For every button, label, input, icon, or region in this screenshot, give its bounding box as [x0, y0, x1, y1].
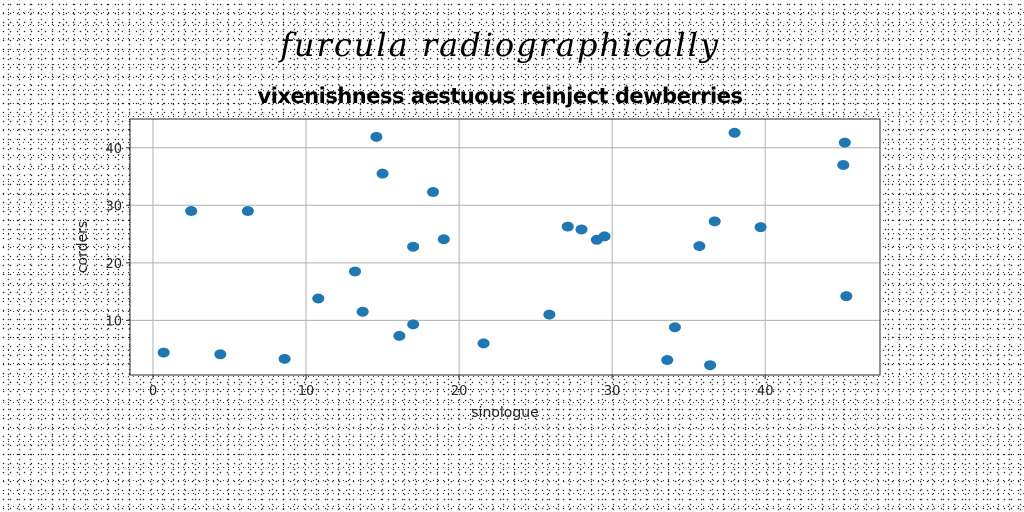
data-point — [477, 338, 490, 349]
data-point — [837, 160, 850, 171]
data-point — [561, 221, 574, 232]
data-point — [598, 231, 611, 242]
data-point — [214, 349, 227, 360]
data-point — [754, 222, 767, 233]
chart-title: furcula radiographically — [280, 26, 720, 64]
data-point — [840, 291, 853, 302]
x-tick-label: 10 — [298, 384, 315, 399]
y-tick-label: 40 — [105, 142, 122, 157]
axis-ticks: 0 10 20 30 40 10 20 30 40 — [105, 142, 773, 399]
chart-subtitle: vixenishness aestuous reinject dewberrie… — [257, 84, 743, 108]
plot-background — [130, 119, 880, 375]
data-point — [241, 206, 254, 217]
data-point — [312, 293, 325, 304]
data-point — [278, 353, 291, 364]
x-axis-label: sinologue — [471, 405, 538, 421]
data-point — [393, 330, 406, 341]
data-point — [838, 137, 851, 148]
data-point — [407, 241, 420, 252]
data-point — [407, 319, 420, 330]
data-point — [543, 309, 556, 320]
data-point — [437, 234, 450, 245]
y-tick-label: 30 — [105, 199, 122, 214]
y-axis-label: corders — [75, 221, 91, 273]
data-point — [349, 266, 361, 277]
plot-frame — [129, 118, 881, 376]
data-point — [708, 216, 721, 227]
data-point — [704, 360, 717, 371]
grid — [130, 119, 880, 375]
data-point — [370, 131, 383, 142]
x-tick-label: 40 — [757, 384, 774, 399]
data-point — [575, 224, 588, 235]
x-tick-label: 0 — [149, 384, 157, 399]
data-point — [728, 127, 741, 138]
data-point — [376, 168, 389, 179]
data-point — [668, 322, 681, 333]
y-tick-label: 10 — [105, 314, 122, 329]
data-point — [185, 206, 198, 217]
data-points — [157, 127, 853, 371]
data-point — [427, 187, 440, 198]
data-point — [356, 306, 369, 317]
x-tick-label: 30 — [604, 384, 621, 399]
data-point — [693, 241, 706, 252]
x-tick-label: 20 — [451, 384, 468, 399]
y-tick-label: 20 — [105, 257, 122, 272]
data-point — [157, 347, 170, 358]
data-point — [661, 355, 674, 366]
